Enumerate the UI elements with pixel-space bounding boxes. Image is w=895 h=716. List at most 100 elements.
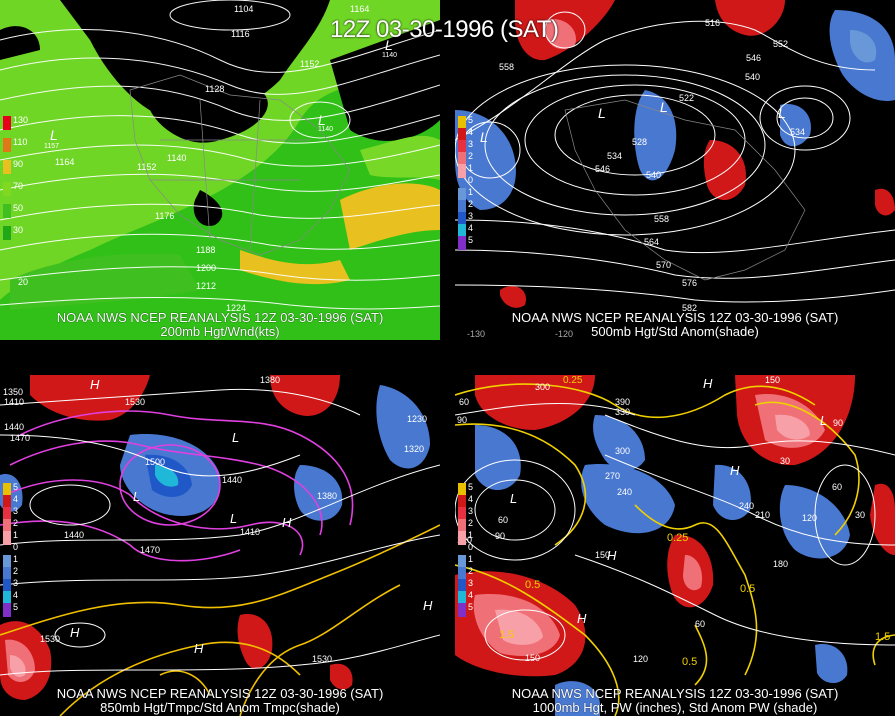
colorbar-swatch <box>458 519 466 533</box>
high-pressure-label: H <box>730 463 740 478</box>
low-pressure-label: L <box>385 37 393 53</box>
colorbar-label: 90 <box>13 159 24 169</box>
contour-label: 546 <box>746 53 761 63</box>
panel-caption-source: NOAA NWS NCEP REANALYSIS 12Z 03-30-1996 … <box>56 686 384 701</box>
low-pressure-label: L <box>480 129 488 145</box>
map-850mb: 1380 1410 1440 1470 1500 1530 1350 1320 … <box>0 375 440 716</box>
contour-label: 1140 <box>318 126 333 133</box>
high-pressure-label: H <box>577 611 587 626</box>
panel-caption-field: 1000mb Hgt, PW (inches), Std Anom PW (sh… <box>532 700 818 715</box>
low-pressure-label: L <box>230 511 237 526</box>
colorbar-label: 5 <box>468 602 474 612</box>
contour-label: 1152 <box>137 162 156 172</box>
contour-label: 150 <box>765 375 780 385</box>
contour-label: 180 <box>773 559 788 569</box>
contour-label: 1164 <box>55 157 74 167</box>
low-pressure-label: L <box>660 99 668 115</box>
low-pressure-label: L <box>232 430 239 445</box>
contour-label: 1440 <box>4 422 24 432</box>
contour-label: 1530 <box>312 654 332 664</box>
colorbar-swatch <box>3 226 11 240</box>
map-1000mb: 0.25 300 330 390 150 60 90 300 270 240 6… <box>455 375 895 716</box>
colorbar-1000mb: 5 4 3 2 1 0 1 2 3 4 5 <box>458 483 488 623</box>
colorbar-swatch <box>458 116 466 130</box>
colorbar-label: 5 <box>468 115 474 125</box>
contour-label: 1224 <box>226 303 246 313</box>
colorbar-swatch <box>3 507 11 521</box>
low-pressure-label: L <box>778 105 786 121</box>
contour-label: 0.5 <box>525 579 540 591</box>
colorbar-label: 1 <box>13 530 19 540</box>
low-pressure-label: L <box>133 489 140 504</box>
contour-label: 120 <box>633 654 648 664</box>
colorbar-label: 0 <box>468 175 474 185</box>
colorbar-swatch <box>458 603 466 617</box>
high-pressure-label: H <box>607 548 617 563</box>
colorbar-label: 3 <box>468 578 474 588</box>
contour-label: 1200 <box>196 263 216 273</box>
contour-label: 582 <box>682 303 697 313</box>
colorbar-swatch <box>458 531 466 545</box>
contour-label: 1157 <box>44 143 59 150</box>
contour-label: 60 <box>498 515 508 525</box>
colorbar-swatch <box>458 567 466 581</box>
low-pressure-label: L <box>50 127 58 143</box>
high-pressure-label: H <box>70 625 80 640</box>
contour-label: 1470 <box>10 433 30 443</box>
contour-label: 564 <box>644 237 659 247</box>
colorbar-swatch <box>458 224 466 238</box>
contour-label: 1104 <box>234 4 253 14</box>
colorbar-label: 2 <box>468 518 474 528</box>
high-pressure-label: H <box>423 598 433 613</box>
contour-label: 0.5 <box>682 656 697 668</box>
colorbar-label: 3 <box>468 211 474 221</box>
high-pressure-label: H <box>90 377 100 392</box>
contour-label: 1188 <box>196 245 215 255</box>
map-title: 12Z 03-30-1996 (SAT) <box>330 16 559 43</box>
colorbar-label: 3 <box>468 139 474 149</box>
colorbar-swatch <box>3 519 11 533</box>
colorbar-swatch <box>458 236 466 250</box>
colorbar-swatch <box>3 579 11 593</box>
longitude-label: -120 <box>555 329 573 339</box>
contour-label: 270 <box>605 471 620 481</box>
contour-label: 534 <box>607 151 622 161</box>
colorbar-swatch <box>3 204 11 218</box>
colorbar-swatch <box>458 507 466 521</box>
colorbar-label: 2 <box>468 199 474 209</box>
contour-label: 516 <box>705 18 720 28</box>
colorbar-swatch <box>3 483 11 497</box>
contour-label: 30 <box>780 456 790 466</box>
colorbar-swatch <box>458 140 466 154</box>
contour-label: 522 <box>679 93 694 103</box>
contour-label: 570 <box>656 260 671 270</box>
contour-label: 1212 <box>196 281 216 291</box>
contour-label: 1140 <box>382 52 397 59</box>
colorbar-label: 5 <box>468 235 474 245</box>
colorbar-label: 1 <box>468 163 474 173</box>
colorbar-label: 5 <box>13 602 19 612</box>
colorbar-swatch <box>3 116 11 130</box>
colorbar-swatch <box>458 555 466 569</box>
contour-label: 0.25 <box>563 375 583 386</box>
panel-850mb: 1380 1410 1440 1470 1500 1530 1350 1320 … <box>0 375 440 716</box>
contour-label: 90 <box>495 531 505 541</box>
panel-1000mb: 0.25 300 330 390 150 60 90 300 270 240 6… <box>455 375 895 716</box>
contour-label: 558 <box>499 62 514 72</box>
panel-caption-field: 500mb Hgt/Std Anom(shade) <box>591 324 759 339</box>
colorbar-label: 5 <box>468 482 474 492</box>
colorbar-swatch <box>458 591 466 605</box>
map-200mb: 1104 1116 1164 1152 1140 1128 1157 1164 … <box>0 0 440 340</box>
contour-label: 330 <box>615 407 630 417</box>
colorbar-label: 1 <box>468 187 474 197</box>
colorbar-swatch <box>3 160 11 174</box>
colorbar-swatch <box>458 128 466 142</box>
panel-200mb: 1104 1116 1164 1152 1140 1128 1157 1164 … <box>0 0 440 340</box>
low-pressure-label: L <box>820 413 827 428</box>
colorbar-label: 4 <box>468 494 474 504</box>
contour-label: 150 <box>595 550 610 560</box>
contour-label: 390 <box>615 397 630 407</box>
contour-label: 558 <box>654 214 669 224</box>
colorbar-850mb: 5 4 3 2 1 0 1 2 3 4 5 <box>3 483 33 623</box>
colorbar-label: 2 <box>13 518 19 528</box>
